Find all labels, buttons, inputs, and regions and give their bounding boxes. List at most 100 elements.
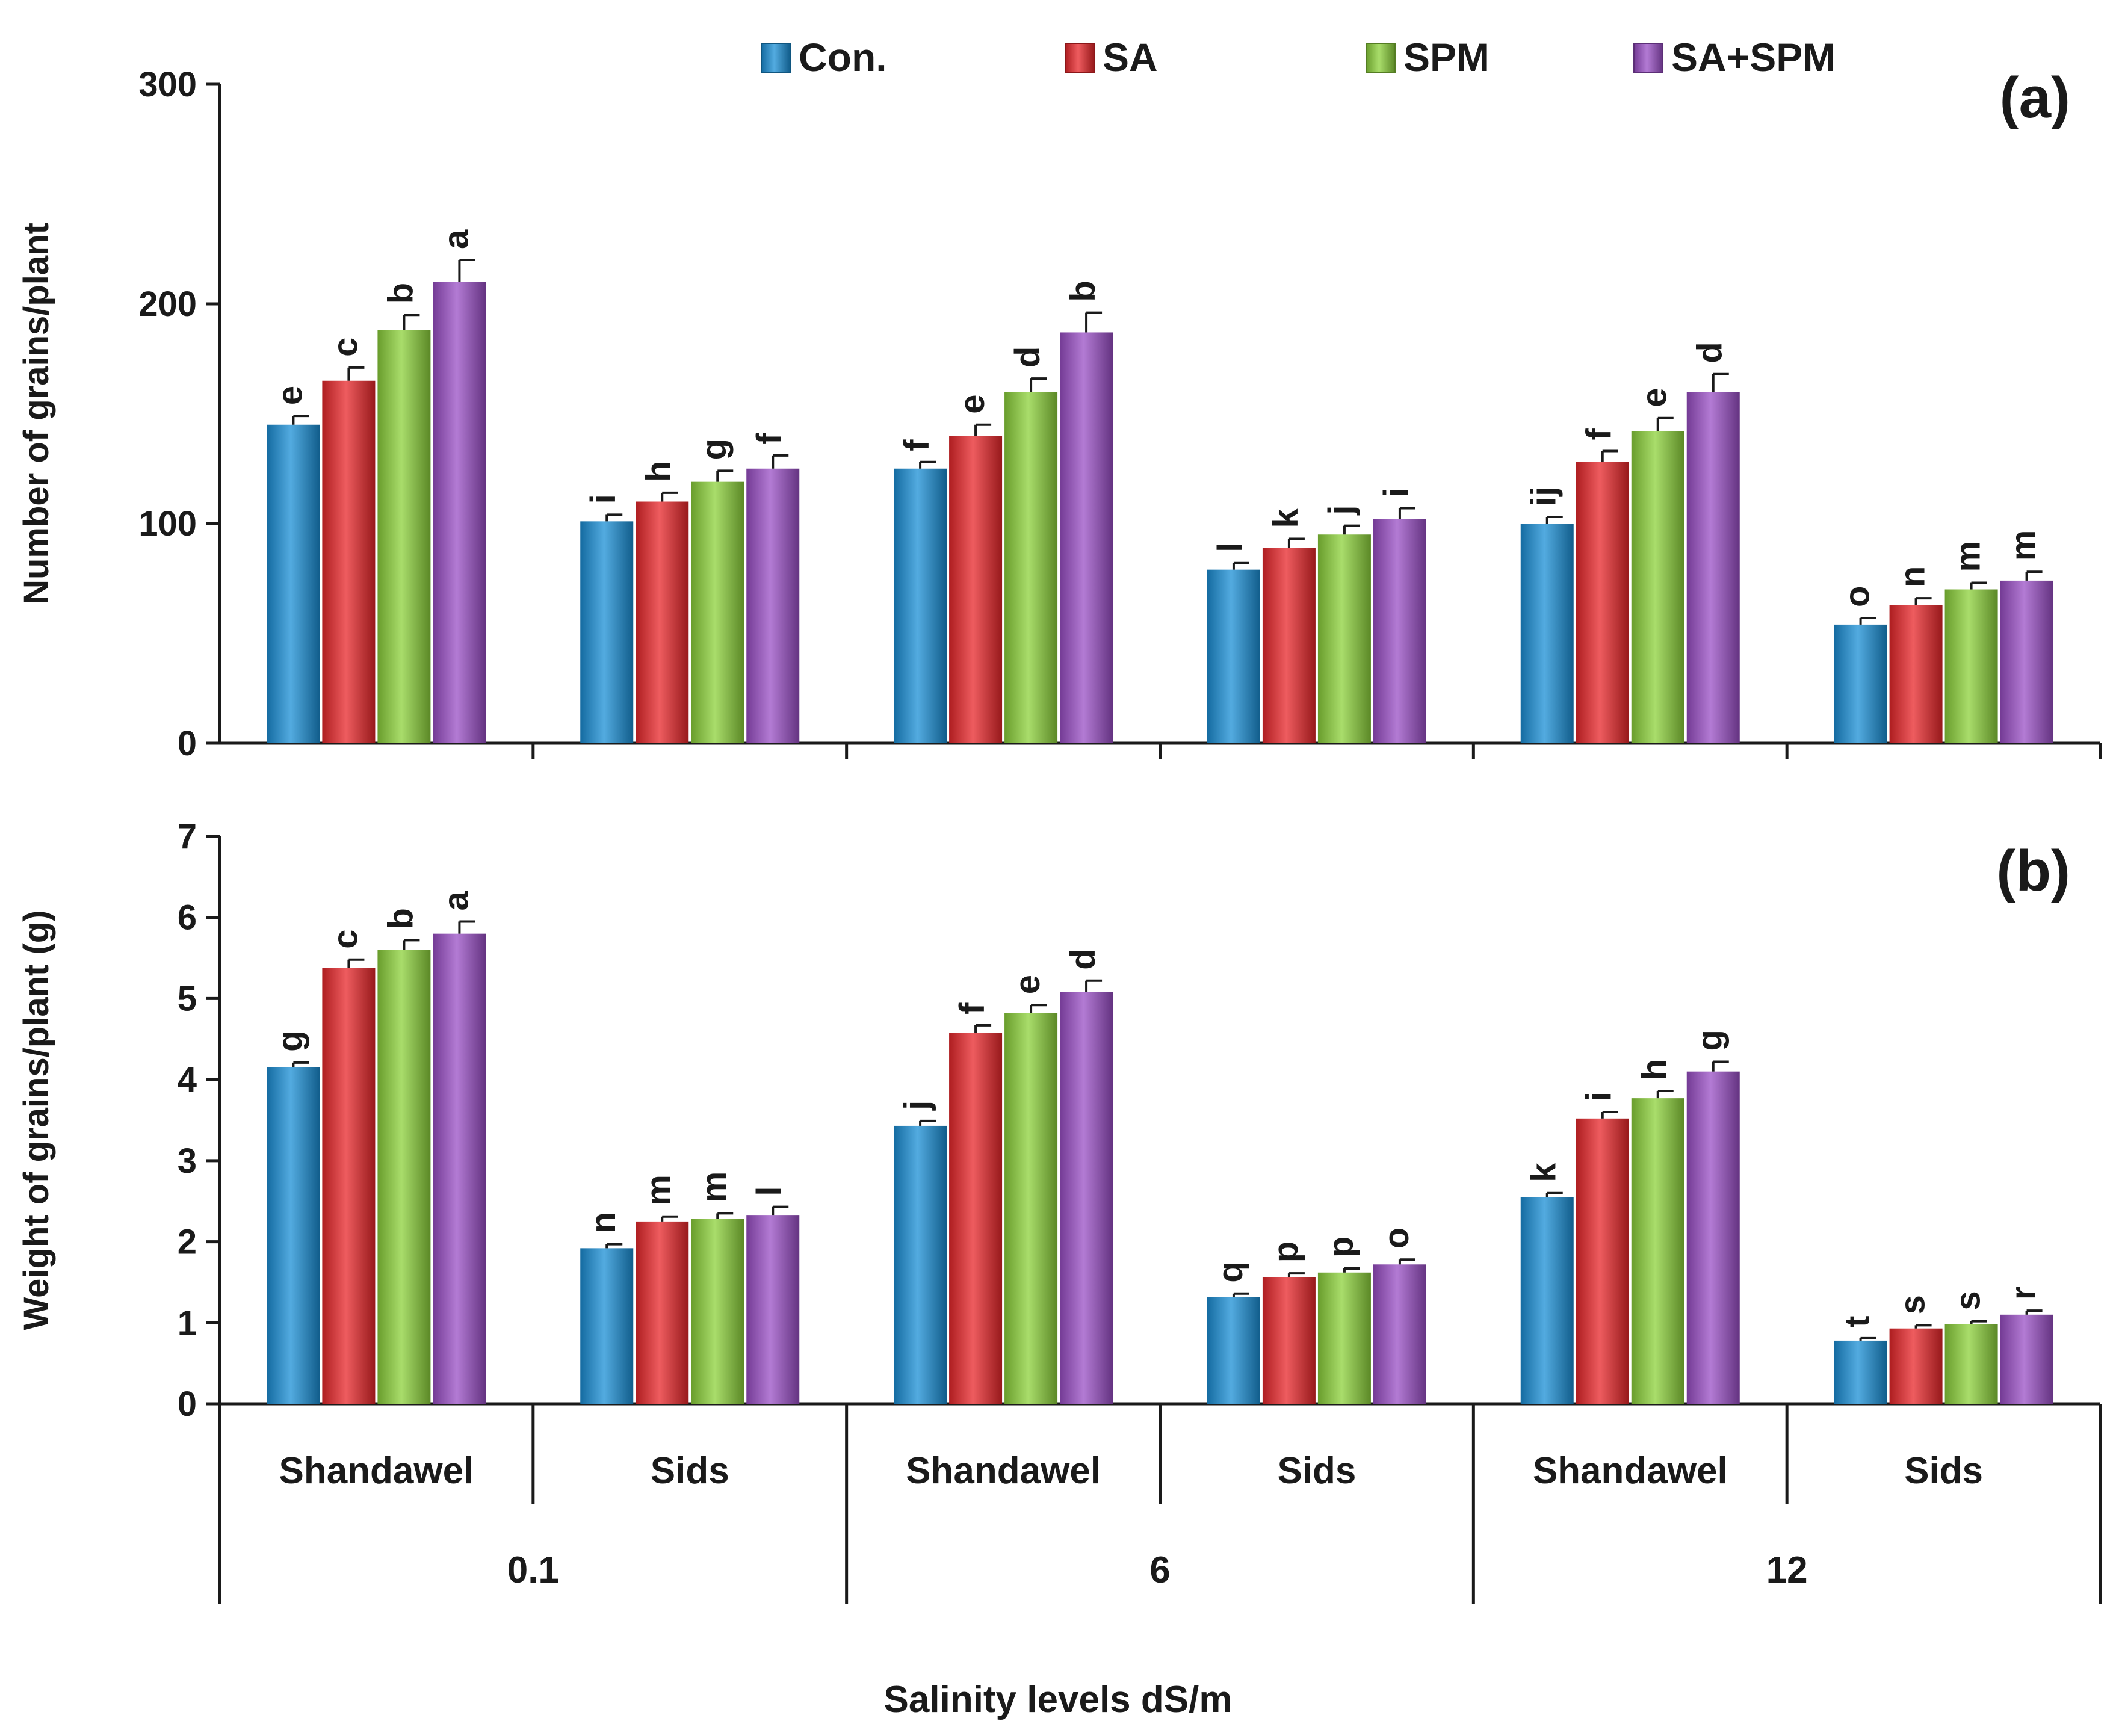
legend-entry-sa: SA xyxy=(1065,35,1158,79)
significance-letter: f xyxy=(750,433,789,445)
significance-letter: b xyxy=(1063,280,1103,301)
bar-con-3 xyxy=(1207,569,1260,743)
bar-sa-5 xyxy=(1889,1328,1943,1404)
significance-letter: l xyxy=(1211,543,1250,552)
legend-swatch-spm xyxy=(1366,43,1396,73)
bar-sa-2 xyxy=(949,436,1003,743)
bar-spm-1 xyxy=(691,481,744,743)
significance-letter: m xyxy=(2004,530,2043,561)
legend-swatch-con xyxy=(761,43,791,73)
significance-letter: m xyxy=(639,1175,678,1206)
y-tick-label: 300 xyxy=(138,65,197,104)
significance-letter: q xyxy=(1211,1261,1250,1282)
category-label-shandawel: Shandawel xyxy=(279,1450,474,1492)
bar-sa-3 xyxy=(1262,1277,1316,1404)
legend-entry-spm: SPM xyxy=(1366,35,1490,79)
salinity-group-label: 0.1 xyxy=(507,1549,559,1591)
bar-sa-4 xyxy=(1576,462,1629,743)
significance-letter: k xyxy=(1524,1163,1564,1182)
bar-spm-1 xyxy=(691,1219,744,1404)
bar-sa-plus-spm-2 xyxy=(1060,332,1113,743)
significance-letter: c xyxy=(326,338,365,357)
bar-sa-2 xyxy=(949,1033,1003,1404)
bar-spm-2 xyxy=(1004,1013,1058,1404)
bar-con-4 xyxy=(1520,1197,1574,1404)
bar-sa-plus-spm-3 xyxy=(1373,519,1426,743)
bar-spm-3 xyxy=(1317,1272,1371,1404)
y-axis-title: Number of grains/plant xyxy=(17,223,56,605)
category-label-shandawel: Shandawel xyxy=(1533,1450,1728,1492)
bar-con-5 xyxy=(1834,1340,1887,1404)
bar-spm-4 xyxy=(1631,431,1684,743)
bar-sa-plus-spm-4 xyxy=(1686,1071,1740,1404)
significance-letter: n xyxy=(1893,566,1932,587)
y-tick-label: 200 xyxy=(138,285,197,324)
y-tick-label: 5 xyxy=(178,979,197,1018)
y-tick-label: 7 xyxy=(178,817,197,856)
bar-sa-plus-spm-5 xyxy=(2000,1314,2053,1404)
panel-b: (b) Weight of grains/plant (g) 0 1 2 3 4 5 6 7 g n j… xyxy=(17,817,2100,1424)
bar-sa-plus-spm-4 xyxy=(1686,392,1740,743)
legend-label-sa: SA xyxy=(1103,35,1158,79)
bar-sa-plus-spm-0 xyxy=(433,282,486,743)
legend-label-spm: SPM xyxy=(1403,35,1490,79)
significance-letter: e xyxy=(953,394,992,413)
significance-letter: j xyxy=(897,1101,936,1111)
significance-letter: e xyxy=(1008,975,1047,994)
significance-letter: l xyxy=(750,1187,789,1196)
significance-letter: i xyxy=(1377,487,1416,497)
significance-letter: o xyxy=(1838,586,1877,607)
significance-letter: p xyxy=(1266,1241,1305,1262)
significance-letter: i xyxy=(584,494,623,504)
salinity-group-label: 12 xyxy=(1766,1549,1808,1591)
significance-letter: o xyxy=(1377,1228,1416,1249)
bar-spm-3 xyxy=(1317,534,1371,743)
significance-letter: p xyxy=(1322,1237,1361,1258)
bar-sa-plus-spm-0 xyxy=(433,933,486,1404)
bar-spm-4 xyxy=(1631,1098,1684,1404)
bar-sa-plus-spm-1 xyxy=(746,1215,800,1404)
y-tick-label: 2 xyxy=(178,1223,197,1262)
bar-con-1 xyxy=(580,521,634,743)
significance-letter: a xyxy=(436,229,475,249)
bar-sa-plus-spm-3 xyxy=(1373,1264,1426,1404)
legend: Con. SA SPM SA+SPM xyxy=(761,35,1836,79)
significance-letter: d xyxy=(1063,948,1103,969)
bar-con-2 xyxy=(894,468,947,743)
bar-sa-3 xyxy=(1262,548,1316,743)
bar-sa-1 xyxy=(636,1221,689,1404)
bar-con-0 xyxy=(267,424,320,743)
significance-letter: b xyxy=(381,283,420,304)
y-tick-label: 0 xyxy=(178,724,197,763)
panel-label-a: (a) xyxy=(2000,66,2070,130)
significance-letter: r xyxy=(2004,1287,2043,1300)
bar-sa-0 xyxy=(322,968,376,1404)
significance-letter: n xyxy=(584,1212,623,1233)
legend-label-sa-plus-spm: SA+SPM xyxy=(1671,35,1836,79)
significance-letter: g xyxy=(1691,1030,1730,1051)
significance-letter: j xyxy=(1322,505,1361,516)
y-tick-label: 3 xyxy=(178,1141,197,1181)
bar-sa-plus-spm-1 xyxy=(746,468,800,743)
significance-letter: i xyxy=(1580,1092,1619,1101)
significance-letter: d xyxy=(1008,347,1047,368)
significance-letter: d xyxy=(1691,342,1730,363)
significance-letter: g xyxy=(695,439,734,460)
significance-letter: c xyxy=(326,930,365,949)
y-axis-title: Weight of grains/plant (g) xyxy=(17,910,56,1330)
legend-swatch-sa xyxy=(1065,43,1095,73)
significance-letter: m xyxy=(695,1172,734,1203)
y-tick-label: 1 xyxy=(178,1303,197,1342)
significance-letter: e xyxy=(1635,388,1674,407)
bar-sa-1 xyxy=(636,501,689,743)
significance-letter: f xyxy=(1580,428,1619,440)
significance-letter: b xyxy=(381,908,420,929)
legend-label-con: Con. xyxy=(799,35,887,79)
significance-letter: h xyxy=(1635,1059,1674,1080)
category-label-sids: Sids xyxy=(1904,1450,1983,1492)
y-tick-label: 4 xyxy=(178,1060,197,1099)
bar-sa-5 xyxy=(1889,605,1943,743)
salinity-group-label: 6 xyxy=(1149,1549,1170,1591)
category-label-sids: Sids xyxy=(1277,1450,1356,1492)
